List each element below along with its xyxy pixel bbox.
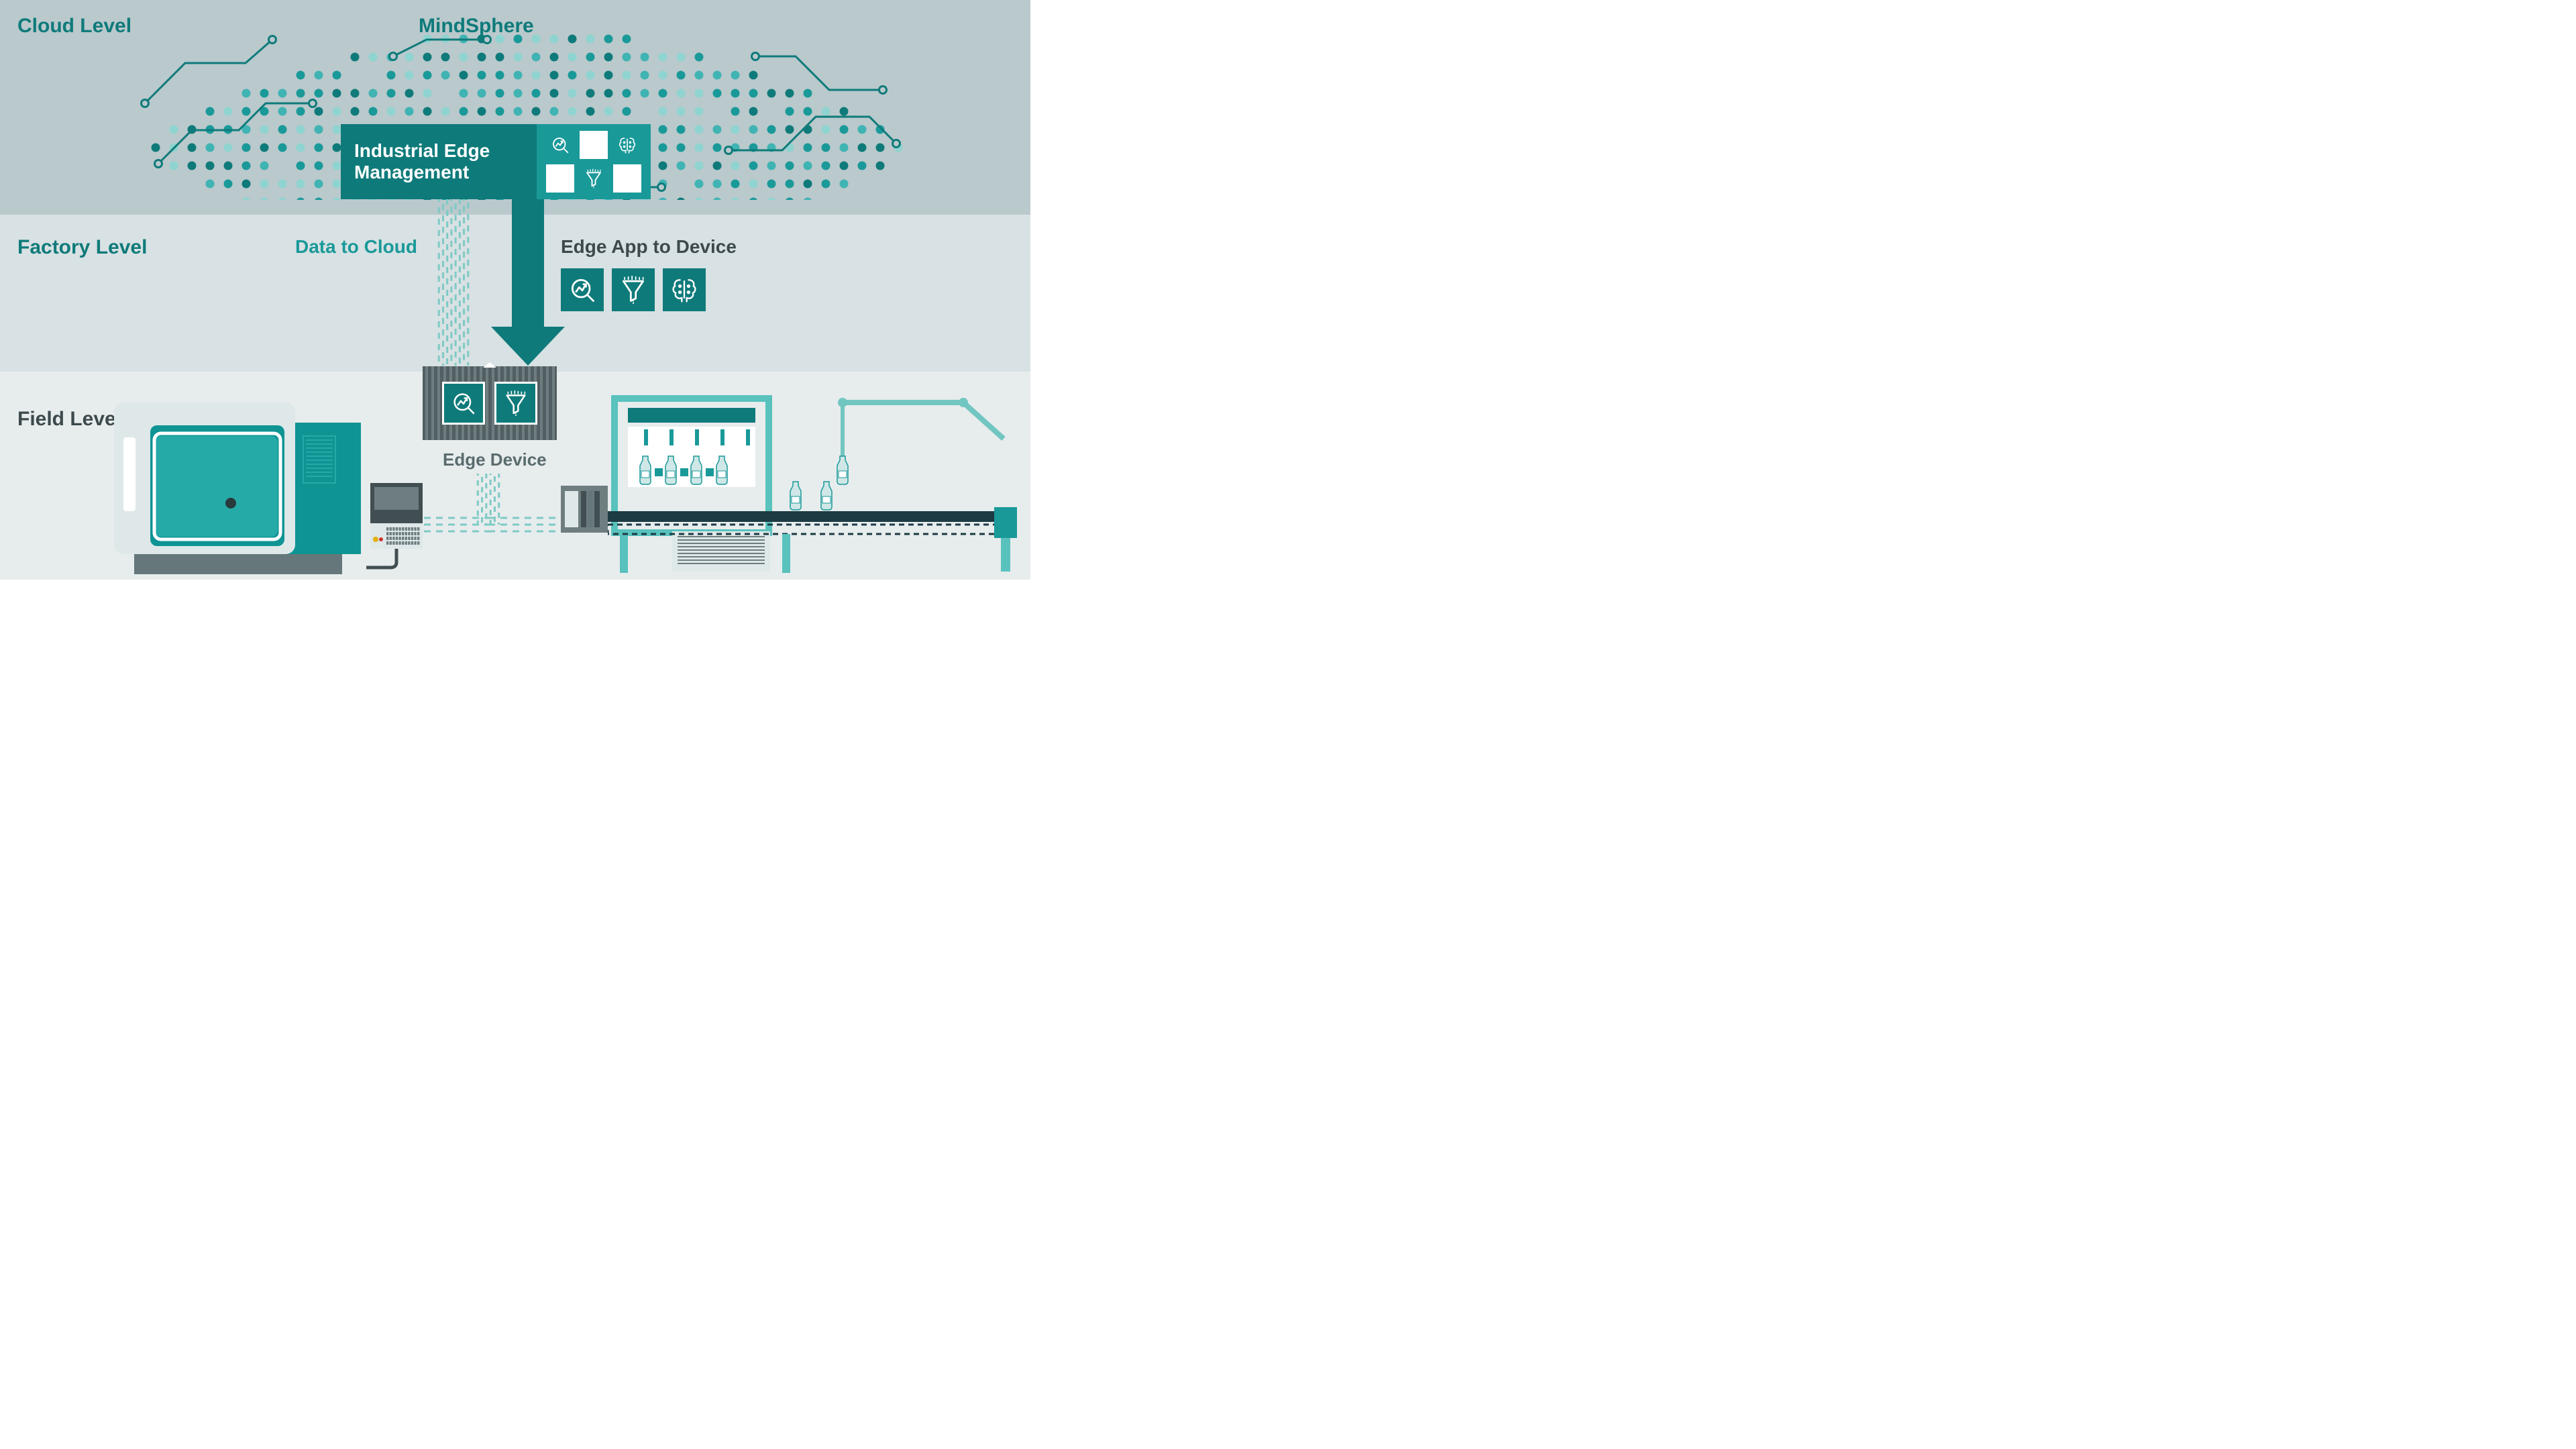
analytics-icon [546,131,574,159]
funnel-icon [612,268,655,311]
dash-to-plc [488,513,561,539]
blank-tile [546,164,574,193]
bottling-line-illustration [608,392,1017,577]
hmi-panel-illustration [366,483,427,576]
plc-illustration [561,486,608,533]
analytics-icon [561,268,604,311]
dash-to-hmi [424,513,488,539]
brain-icon [613,131,641,159]
label-edge-app: Edge App to Device [561,236,737,258]
brain-icon [663,268,706,311]
funnel-icon [494,382,537,425]
label-edge-device: Edge Device [443,449,547,470]
iem-title-line1: Industrial Edge [354,140,523,162]
level-label-field: Field Level [17,408,121,431]
label-data-to-cloud: Data to Cloud [295,236,417,258]
blank-tile [613,164,641,193]
edge-device-icons [423,366,557,440]
data-stream-up [435,199,472,366]
iem-title: Industrial Edge Management [341,124,537,199]
machine-tool-illustration [114,396,369,577]
industrial-edge-management-box: Industrial Edge Management [341,124,651,199]
blank-tile [580,131,608,159]
edge-apps-row [561,268,706,311]
iem-app-grid [537,124,651,199]
analytics-icon [442,382,485,425]
diagram-stage: Cloud Level MindSphere Factory Level Dat… [0,0,1030,580]
funnel-icon [580,164,608,193]
iem-title-line2: Management [354,162,523,183]
edge-device-box [423,366,557,440]
level-label-factory: Factory Level [17,236,147,259]
arrow-cloud-to-edge [491,199,565,366]
level-label-cloud: Cloud Level [17,15,131,38]
title-mindsphere: MindSphere [419,15,534,38]
